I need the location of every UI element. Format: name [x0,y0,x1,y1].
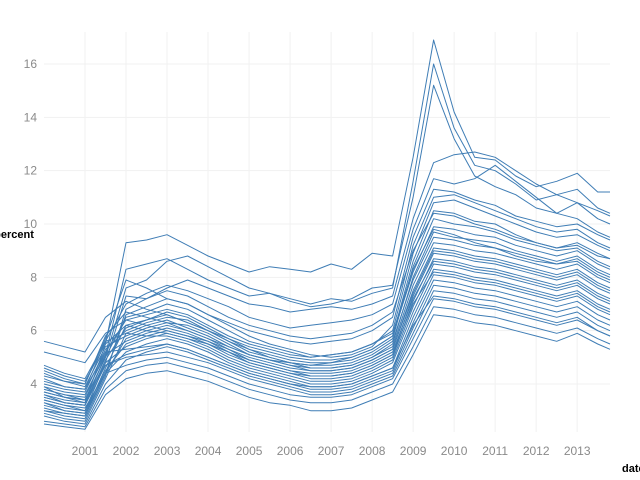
series-line-21 [43,284,611,425]
x-tick-label: 2013 [564,444,591,458]
series-line-12 [43,236,611,393]
series-line-8 [43,210,611,385]
series-line-23 [43,298,611,409]
series-line-30 [43,271,611,412]
series-line-4 [43,151,611,412]
x-tick-label: 2007 [318,444,345,458]
x-tick-label: 2009 [400,444,427,458]
series-line-24 [43,306,611,428]
y-tick-label: 6 [30,324,37,338]
series-line-25 [43,314,611,430]
y-axis-title: percent [0,229,34,241]
x-tick-labels: 2001 2002 2003 2004 2005 2006 2007 2008 2009 2010… [72,444,591,458]
series-line-9 [43,218,611,414]
y-tick-label: 8 [30,270,37,284]
series-line-22 [43,290,611,401]
series-line-19 [43,274,611,414]
series-line-10 [43,226,611,361]
x-tick-label: 2003 [154,444,181,458]
x-tick-label: 2002 [113,444,140,458]
series-line-32 [43,295,611,406]
x-tick-label: 2011 [482,444,508,458]
series-line-20 [43,279,611,390]
series-line-1 [43,39,610,404]
series-line-18 [43,268,611,385]
series-line-29 [43,260,611,382]
series-line-5 [43,164,611,390]
x-tick-label: 2004 [195,444,222,458]
series-line-31 [43,250,611,372]
series-line-17 [43,263,611,404]
x-tick-label: 2008 [359,444,386,458]
series-lines [43,39,611,430]
x-gridlines [84,32,578,432]
x-tick-label: 2006 [277,444,304,458]
x-axis-title: date [622,463,640,475]
series-line-2 [43,63,611,406]
series-line-3 [43,84,611,401]
y-tick-label: 4 [30,377,37,391]
y-tick-labels: 4 6 8 10 12 14 16 [24,57,38,391]
x-tick-label: 2005 [236,444,263,458]
series-line-26 [43,194,611,385]
y-tick-label: 10 [24,217,38,231]
y-tick-label: 12 [24,164,38,178]
series-line-13 [43,242,611,406]
series-line-16 [43,258,611,396]
x-tick-label: 2001 [72,444,99,458]
series-line-28 [43,228,611,401]
y-tick-label: 16 [24,57,38,71]
x-tick-label: 2012 [523,444,550,458]
series-line-27 [43,212,611,420]
y-tick-label: 14 [24,110,38,124]
y-gridlines [44,63,610,385]
x-tick-label: 2010 [441,444,468,458]
series-line-6 [43,188,611,417]
